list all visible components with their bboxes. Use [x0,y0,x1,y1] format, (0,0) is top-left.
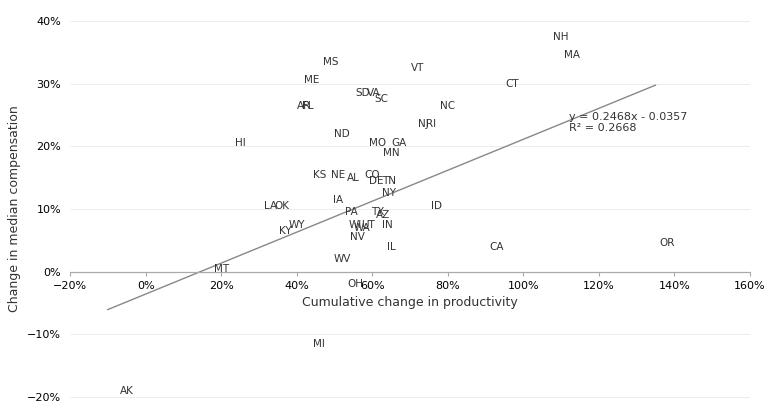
Text: SC: SC [375,94,389,104]
X-axis label: Cumulative change in productivity: Cumulative change in productivity [302,296,518,309]
Text: OR: OR [659,239,674,248]
Text: LA: LA [264,201,277,211]
Text: NJ: NJ [418,120,429,129]
Y-axis label: Change in median compensation: Change in median compensation [9,106,22,312]
Text: KS: KS [313,170,326,179]
Text: KY: KY [279,226,292,236]
Text: NE: NE [331,170,345,179]
Text: WV: WV [334,254,351,264]
Text: TN: TN [382,176,396,186]
Text: AZ: AZ [376,210,391,220]
Text: MA: MA [564,50,580,60]
Text: NY: NY [382,189,396,198]
Text: DE: DE [368,176,383,186]
Text: IL: IL [387,242,396,252]
Text: AK: AK [120,386,134,396]
Text: ND: ND [334,129,350,139]
Text: MT: MT [214,264,228,273]
Text: NV: NV [350,232,365,242]
Text: WI: WI [348,220,361,229]
Text: CT: CT [505,79,519,89]
Text: ID: ID [431,201,442,211]
Text: OK: OK [274,201,289,211]
Text: ME: ME [304,75,320,85]
Text: IA: IA [333,195,343,204]
Text: MO: MO [369,138,386,148]
Text: WA: WA [353,223,370,233]
Text: VT: VT [411,63,424,73]
Text: CA: CA [490,242,504,252]
Text: HI: HI [235,138,245,148]
Text: CO: CO [365,170,380,179]
Text: TX: TX [372,207,385,217]
Text: MI: MI [313,339,325,349]
Text: UT: UT [361,220,375,229]
Text: VA: VA [367,88,381,98]
Text: AR: AR [297,101,311,110]
Text: NH: NH [553,31,569,41]
Text: RI: RI [426,120,436,129]
Text: MS: MS [323,56,338,66]
Text: IN: IN [382,220,392,229]
Text: PA: PA [345,207,358,217]
Text: GA: GA [391,138,406,148]
Text: OH: OH [348,279,363,289]
Text: y = 0.2468x - 0.0357
R² = 0.2668: y = 0.2468x - 0.0357 R² = 0.2668 [569,112,687,133]
Text: FL: FL [302,101,313,110]
Text: AL: AL [347,173,360,183]
Text: SD: SD [355,88,370,98]
Text: MN: MN [383,148,399,158]
Text: WY: WY [289,220,305,229]
Text: NC: NC [440,101,455,110]
